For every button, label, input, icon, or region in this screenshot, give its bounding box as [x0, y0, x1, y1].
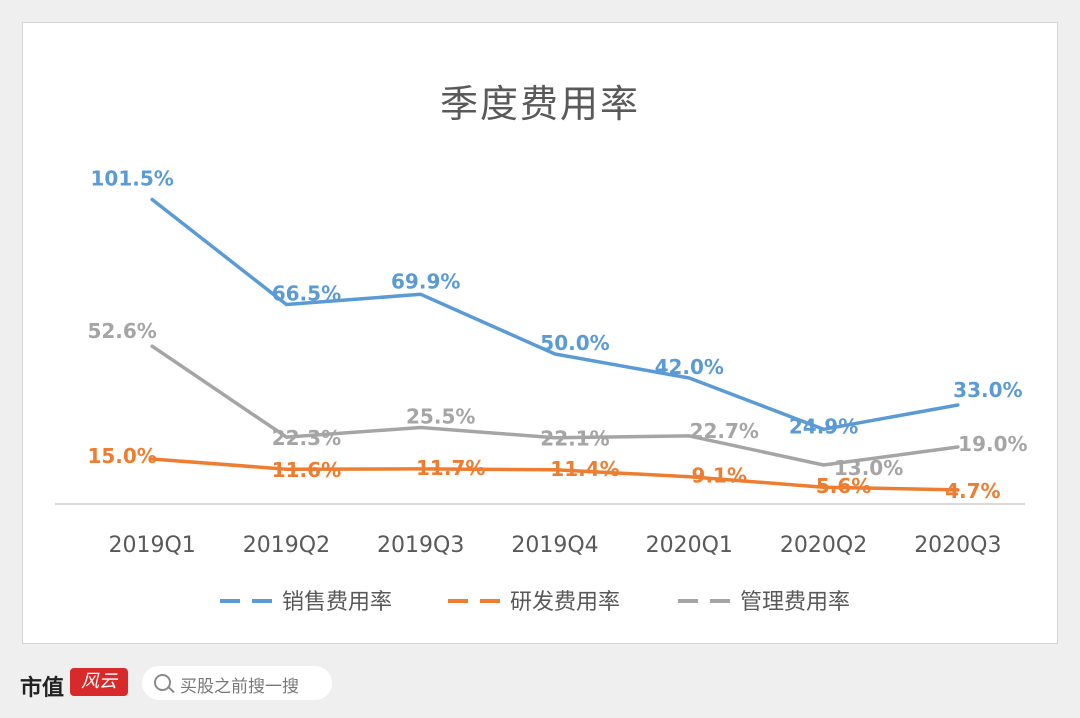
- data-label: 22.1%: [540, 427, 609, 451]
- data-label: 19.0%: [958, 432, 1027, 456]
- series-line-2: [150, 344, 960, 467]
- search-button[interactable]: 买股之前搜一搜: [142, 666, 332, 700]
- data-label: 4.7%: [945, 479, 1000, 503]
- data-label: 11.4%: [550, 457, 619, 481]
- legend-label: 研发费用率: [510, 590, 620, 615]
- data-label: 22.7%: [690, 419, 759, 443]
- series-line-0: [150, 197, 960, 432]
- data-label: 11.7%: [416, 456, 485, 480]
- data-label: 52.6%: [87, 319, 156, 343]
- legend-label: 销售费用率: [282, 590, 392, 615]
- x-tick-label: 2020Q1: [646, 533, 733, 558]
- data-label: 24.9%: [789, 414, 858, 438]
- line-chart: 2019Q1 2019Q2 2019Q3 2019Q4 2020Q1 2020Q2 2020…: [55, 167, 1028, 615]
- brand-bar: 市值 风云 买股之前搜一搜: [0, 654, 1080, 718]
- data-label: 50.0%: [540, 331, 609, 355]
- x-tick-label: 2019Q2: [243, 533, 330, 558]
- chart-title: 季度费用率: [439, 82, 640, 126]
- data-label: 11.6%: [272, 458, 341, 482]
- brand-logo: 风云: [70, 668, 128, 696]
- data-label: 5.6%: [816, 474, 871, 498]
- data-label: 15.0%: [87, 444, 156, 468]
- legend-label: 管理费用率: [740, 590, 850, 615]
- data-label: 25.5%: [406, 405, 475, 429]
- data-label: 69.9%: [391, 269, 460, 293]
- x-tick-label: 2019Q1: [108, 533, 195, 558]
- search-placeholder: 买股之前搜一搜: [180, 677, 299, 697]
- data-label: 66.5%: [272, 282, 341, 306]
- data-label: 22.3%: [272, 426, 341, 450]
- data-label: 101.5%: [90, 167, 173, 191]
- data-label: 13.0%: [834, 456, 903, 480]
- x-tick-label: 2019Q3: [377, 533, 464, 558]
- series-line-1: [150, 457, 960, 492]
- chart-card: 季度费用率: [22, 22, 1058, 644]
- x-tick-label: 2020Q3: [914, 533, 1001, 558]
- x-tick-label: 2020Q2: [780, 533, 867, 558]
- data-label: 33.0%: [953, 378, 1022, 402]
- data-label: 42.0%: [655, 355, 724, 379]
- brand-name: 市值: [20, 676, 65, 701]
- x-tick-label: 2019Q4: [511, 533, 598, 558]
- data-label: 9.1%: [692, 464, 747, 488]
- search-icon: [154, 674, 171, 691]
